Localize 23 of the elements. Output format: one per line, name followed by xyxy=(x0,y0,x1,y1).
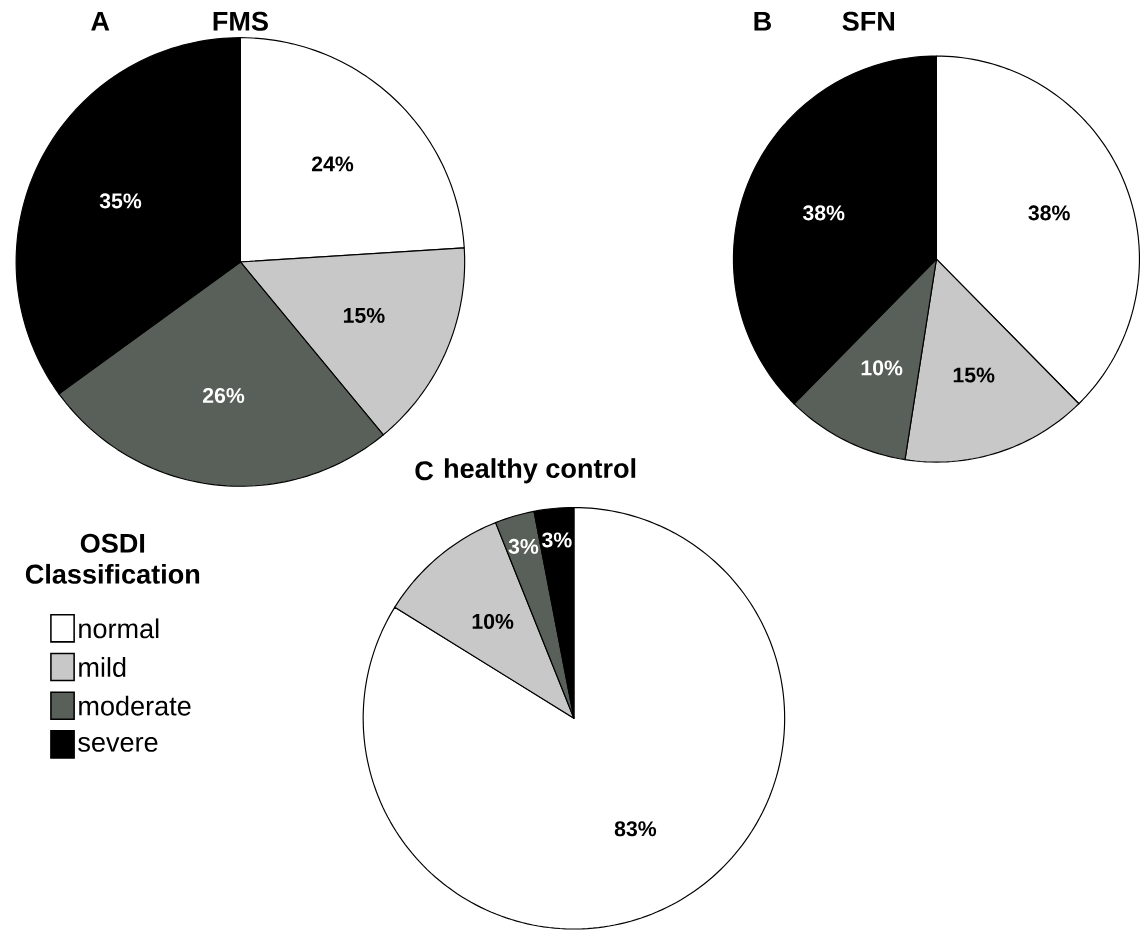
legend-title: OSDI Classification xyxy=(25,533,200,584)
data-label: 26% xyxy=(202,388,245,404)
legend-label: severe xyxy=(78,736,158,752)
text: C xyxy=(415,461,434,481)
data-label: 15% xyxy=(343,307,385,323)
legend-label: mild xyxy=(79,657,126,677)
legend-label: normal xyxy=(79,618,159,639)
data-label: 3% xyxy=(542,532,572,548)
text: B xyxy=(754,11,771,31)
data-label: 15% xyxy=(953,367,995,383)
chart-title: healthy control xyxy=(444,458,636,484)
data-label: 24% xyxy=(311,156,354,172)
data-label: 38% xyxy=(1028,205,1070,221)
data-label: 3% xyxy=(508,538,539,554)
data-label: 10% xyxy=(861,360,903,376)
legend-label: moderate xyxy=(79,695,191,716)
data-label: 83% xyxy=(614,821,657,837)
data-label: 10% xyxy=(472,613,514,629)
chart-title: FMS xyxy=(213,11,268,31)
data-label: 38% xyxy=(802,205,845,221)
chart-title: SFN xyxy=(842,11,895,31)
data-label: 35% xyxy=(99,193,142,209)
text: A xyxy=(91,11,110,31)
